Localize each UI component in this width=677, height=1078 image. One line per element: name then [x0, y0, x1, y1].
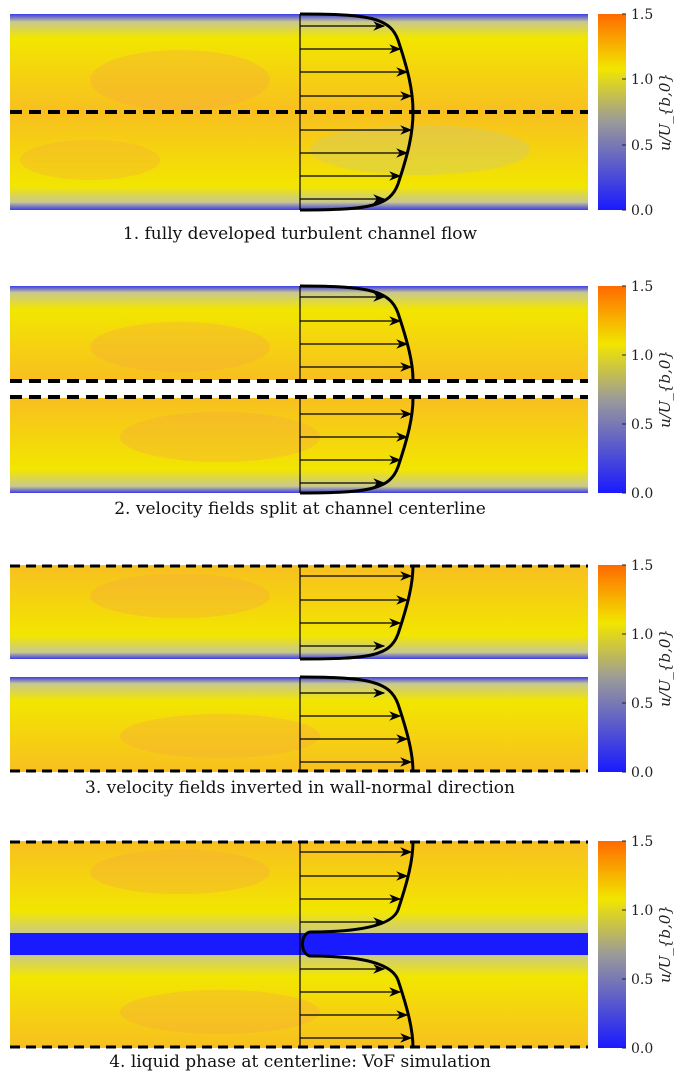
- velocity-field-lower: [10, 677, 588, 772]
- colorbar-tick-0-5: 0.5: [631, 972, 653, 988]
- velocity-profile-upper: [299, 284, 415, 381]
- colorbar-label: u/U_{b,0}: [656, 73, 674, 151]
- colorbar-tick-1-5: 1.5: [631, 279, 653, 295]
- colorbar-tick-1-5: 1.5: [631, 834, 653, 850]
- colorbar-tick-0-0: 0.0: [631, 203, 653, 219]
- caption-4: 4. liquid phase at centerline: VoF simul…: [109, 1052, 491, 1072]
- velocity-field-upper: [10, 565, 588, 659]
- velocity-profile-lower: [299, 397, 415, 495]
- velocity-profile-upper: [299, 564, 415, 661]
- colorbar-tick-1-5: 1.5: [631, 7, 653, 23]
- colorbar-tick-0-5: 0.5: [631, 138, 653, 154]
- colorbar-tick-1-0: 1.0: [631, 348, 653, 364]
- panel-1-figure: 1.5 1.0 0.5 0.0 u/U_{b,0}: [10, 7, 674, 219]
- colorbar-tick-1-5: 1.5: [631, 558, 653, 574]
- panel-3-figure: 1.5 1.0 0.5 0.0 u/U_{b,0}: [10, 558, 674, 778]
- velocity-field-upper: [10, 841, 588, 935]
- panel-2-figure: 1.5 1.0 0.5 0.0 u/U_{b,0}: [10, 279, 674, 499]
- panel-2: 1.5 1.0 0.5 0.0 u/U_{b,0} 2. velocity fi…: [0, 277, 677, 527]
- caption-1: 1. fully developed turbulent channel flo…: [122, 224, 478, 244]
- colorbar-tick-1-0: 1.0: [631, 903, 653, 919]
- velocity-arrows: [300, 292, 413, 488]
- velocity-arrows: [300, 847, 413, 1043]
- liquid-phase-layer: [10, 933, 588, 955]
- caption-3: 3. velocity fields inverted in wall-norm…: [85, 778, 515, 798]
- panel-1: 1.5 1.0 0.5 0.0 u/U_{b,0} 1. fully devel…: [0, 0, 677, 250]
- colorbar-label: u/U_{b,0}: [656, 350, 674, 428]
- velocity-arrows: [300, 571, 413, 767]
- panel-4-figure: 1.5 1.0 0.5 0.0 u/U_{b,0}: [10, 834, 674, 1054]
- velocity-arrows: [300, 21, 413, 204]
- panel-4: 1.5 1.0 0.5 0.0 u/U_{b,0} 4. liquid phas…: [0, 832, 677, 1078]
- colorbar-tick-0-0: 0.0: [631, 486, 653, 499]
- colorbar-tick-0-5: 0.5: [631, 417, 653, 433]
- colorbar: [598, 14, 626, 210]
- velocity-field-upper: [10, 286, 588, 380]
- velocity-profile-curve: [301, 840, 415, 1049]
- colorbar-tick-1-0: 1.0: [631, 627, 653, 643]
- velocity-field-lower: [10, 953, 588, 1048]
- colorbar-label: u/U_{b,0}: [656, 905, 674, 983]
- caption-2: 2. velocity fields split at channel cent…: [114, 499, 486, 519]
- velocity-field-lower: [10, 398, 588, 493]
- colorbar: [598, 565, 626, 772]
- colorbar-tick-1-0: 1.0: [631, 72, 653, 88]
- velocity-profile-lower: [299, 675, 415, 773]
- colorbar-label: u/U_{b,0}: [656, 629, 674, 707]
- colorbar-tick-0-0: 0.0: [631, 1041, 653, 1054]
- colorbar-tick-0-0: 0.0: [631, 765, 653, 778]
- colorbar: [598, 841, 626, 1048]
- colorbar: [598, 286, 626, 493]
- panel-3: 1.5 1.0 0.5 0.0 u/U_{b,0} 3. velocity fi…: [0, 556, 677, 806]
- velocity-profile-curve: [299, 12, 415, 212]
- colorbar-tick-0-5: 0.5: [631, 696, 653, 712]
